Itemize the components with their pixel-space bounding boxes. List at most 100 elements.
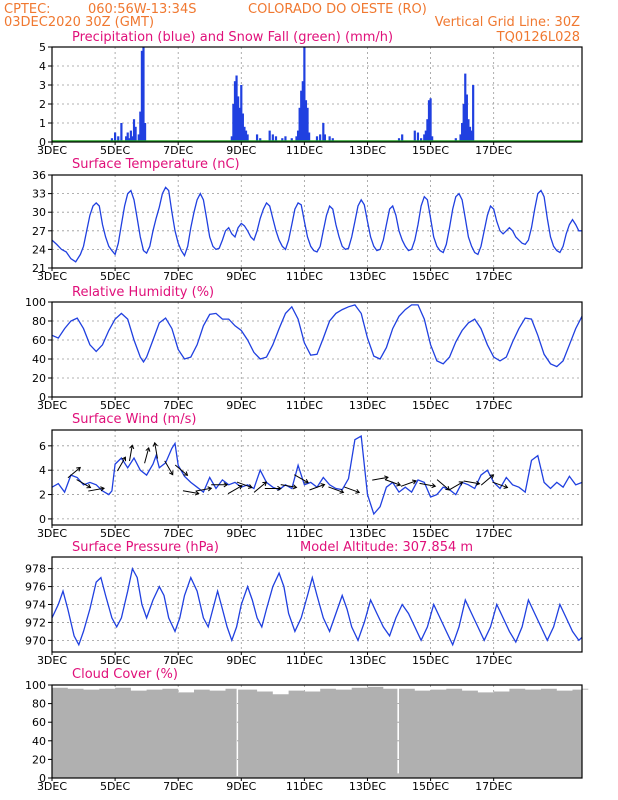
precip-bar: [397, 138, 401, 142]
precip-bar: [131, 136, 134, 142]
precip-bar: [240, 85, 243, 142]
cloud-xtick-label: 15DEC: [412, 780, 449, 793]
wind-vector-head: [223, 482, 229, 488]
wind-title: Surface Wind (m/s): [72, 412, 196, 427]
precip-bar: [464, 73, 467, 142]
temp-xtick-label: 3DEC: [37, 270, 67, 283]
wind-vector-head: [86, 483, 92, 489]
header-cptec: CPTEC:: [4, 2, 51, 17]
precip-bar: [132, 119, 136, 142]
precip-bar: [300, 90, 303, 142]
precip-bar: [465, 94, 468, 142]
precip-bar: [308, 132, 311, 142]
precip-bar: [243, 126, 246, 142]
wind-series-line: [52, 435, 582, 516]
wind-vector-head: [183, 471, 189, 476]
wind-xtick-label: 3DEC: [37, 527, 67, 540]
temp-xtick-label: 7DEC: [163, 270, 193, 283]
wind-vector: [182, 490, 199, 494]
pressure-ytick-label: 974: [25, 599, 46, 612]
precip-bar: [125, 136, 128, 142]
wind-vector-head: [262, 481, 268, 487]
temp-ytick-label: 21: [32, 262, 46, 275]
precip-bar: [303, 47, 306, 142]
precip-bar: [424, 130, 427, 142]
precip-bar: [468, 126, 472, 142]
precip-title: Precipitation (blue) and Snow Fall (gree…: [72, 30, 393, 45]
precip-xtick-label: 17DEC: [475, 144, 512, 157]
cloud-frame: [51, 684, 583, 779]
wind-vector: [294, 474, 309, 484]
wind-vector: [88, 487, 105, 492]
precip-bar: [306, 107, 309, 142]
wind-vector: [128, 445, 133, 462]
precip-xtick-label: 7DEC: [163, 144, 193, 157]
header-grid-line: Vertical Grid Line: 30Z: [435, 15, 580, 30]
precip-bar: [427, 100, 431, 142]
precip-bar: [454, 138, 457, 142]
precip-bar: [110, 138, 114, 142]
rh-panel: 0 20 40 60 80 100 3DEC 5DEC 7DEC 9DEC 11DEC 13DEC 15…: [25, 296, 583, 412]
precip-ytick-label: 2: [39, 98, 46, 111]
precip-bar: [420, 138, 423, 142]
temp-title: Surface Temperature (nC): [72, 157, 240, 172]
precip-bar: [139, 111, 142, 142]
wind-vector: [67, 467, 81, 479]
wind-xtick-label: 17DEC: [475, 527, 512, 540]
temp-xtick-label: 15DEC: [412, 270, 449, 283]
wind-vector-head: [277, 485, 282, 492]
wind-vector-head: [121, 456, 127, 462]
wind-vector: [195, 487, 212, 492]
header-station: COLORADO DO OESTE (RO): [248, 2, 427, 17]
wind-vector-head: [458, 481, 464, 486]
wind-vector-head: [384, 475, 389, 481]
rh-xtick-label: 5DEC: [100, 399, 130, 412]
wind-ytick-label: 2: [39, 489, 46, 502]
wind-vector-head: [129, 444, 135, 450]
temp-ytick-label: 27: [32, 225, 46, 238]
precip-bar: [284, 136, 287, 142]
wind-vector: [227, 485, 243, 495]
precip-bar: [235, 75, 238, 142]
wind-vector: [328, 486, 344, 493]
wind-vector: [372, 476, 389, 481]
rh-xtick-label: 13DEC: [349, 399, 386, 412]
header-date: 03DEC2020 30Z (GMT): [4, 15, 154, 30]
precip-xtick-label: 5DEC: [100, 144, 130, 157]
precip-bar: [142, 47, 145, 142]
wind-ytick-label: 6: [39, 440, 46, 453]
wind-vector-head: [152, 441, 158, 447]
wind-vector-head: [304, 478, 309, 484]
temp-xtick-label: 5DEC: [100, 270, 130, 283]
wind-vector: [236, 481, 253, 489]
pressure-model-altitude: Model Altitude: 307.854 m: [300, 540, 473, 555]
wind-vector: [419, 482, 436, 487]
wind-vector: [436, 479, 450, 491]
precip-bar: [233, 81, 237, 142]
cloud-xtick-label: 9DEC: [226, 780, 256, 793]
precip-bar: [259, 138, 262, 142]
pressure-xtick-label: 17DEC: [475, 654, 512, 667]
wind-vector-head: [100, 486, 105, 492]
precip-bar: [467, 119, 470, 142]
wind-xtick-label: 5DEC: [100, 527, 130, 540]
precip-bar: [426, 119, 429, 142]
precip-xtick-label: 9DEC: [226, 144, 256, 157]
precip-bar: [295, 136, 298, 142]
temp-series-line: [52, 186, 582, 263]
pressure-xtick-label: 11DEC: [286, 654, 323, 667]
cloud-ytick-label: 80: [32, 698, 46, 711]
precip-bar: [470, 130, 473, 142]
header-location: 060:56W-13:34S: [88, 2, 196, 17]
precip-bar: [319, 134, 322, 142]
pressure-title: Surface Pressure (hPa): [72, 540, 219, 555]
precip-ytick-label: 5: [39, 41, 46, 54]
rh-ytick-label: 0: [39, 391, 46, 404]
precip-panel: 0 1 2 3 4 5 3DEC 5DEC 7DEC 9DEC 11DEC 13DEC 15DEC 17D…: [37, 41, 583, 157]
wind-vector: [154, 442, 158, 459]
pressure-ytick-label: 970: [25, 634, 46, 647]
header-model: TQ0126L028: [496, 30, 580, 45]
wind-vector: [174, 464, 188, 476]
cloud-panel: 0 20 40 60 80 100 3DEC 5DEC 7DEC 9DEC 11DEC 13DEC 15…: [25, 679, 589, 793]
